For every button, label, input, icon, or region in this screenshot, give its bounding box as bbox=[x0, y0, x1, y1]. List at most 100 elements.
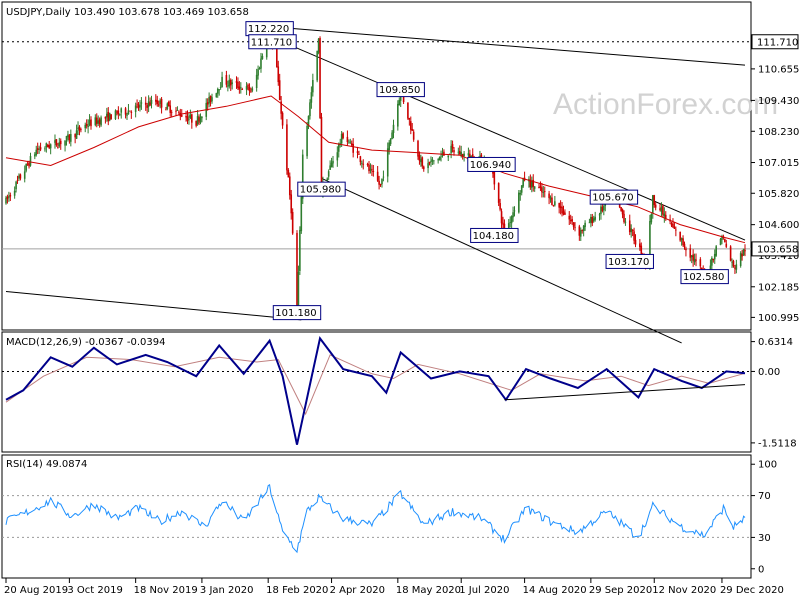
candle-body bbox=[518, 192, 520, 213]
candle-body bbox=[127, 110, 130, 115]
candle-body bbox=[107, 111, 110, 122]
candle-body bbox=[561, 206, 563, 214]
candle-body bbox=[97, 120, 99, 124]
candle-body bbox=[258, 67, 261, 69]
candle-body bbox=[276, 44, 278, 68]
price-label-text: 104.180 bbox=[473, 231, 514, 242]
candle-body bbox=[281, 112, 284, 126]
candle-body bbox=[543, 191, 546, 192]
candle-body bbox=[319, 38, 321, 118]
candle-body bbox=[346, 136, 349, 143]
candle-body bbox=[250, 90, 252, 92]
candle-body bbox=[352, 143, 354, 153]
candle-body bbox=[18, 175, 20, 179]
y-tick-label: 104.600 bbox=[758, 220, 799, 231]
candle-body bbox=[664, 214, 667, 219]
candle-body bbox=[57, 146, 59, 148]
candle-body bbox=[538, 186, 540, 189]
y-tick-label: 0 bbox=[758, 564, 764, 575]
candle-body bbox=[108, 112, 111, 121]
candle-body bbox=[219, 86, 222, 88]
candle-body bbox=[199, 116, 202, 123]
price-level-lines: 111.710 103.658 bbox=[2, 34, 799, 257]
candle-body bbox=[150, 99, 153, 104]
candle-body bbox=[85, 123, 88, 126]
price-trendlines bbox=[5, 26, 746, 344]
x-tick-label: 12 Nov 2020 bbox=[652, 585, 716, 596]
candle-body bbox=[522, 178, 524, 187]
candle-body bbox=[407, 102, 409, 119]
y-tick-label: 109.430 bbox=[758, 96, 799, 107]
candle-body bbox=[216, 88, 219, 94]
candle-body bbox=[48, 145, 51, 149]
candle-body bbox=[497, 183, 500, 203]
candle-body bbox=[38, 148, 40, 150]
price-label-text: 112.220 bbox=[248, 24, 289, 35]
candle-body bbox=[176, 110, 179, 111]
candle-body bbox=[361, 162, 363, 164]
candle-body bbox=[55, 139, 58, 146]
candle-body bbox=[591, 216, 594, 224]
candle-body bbox=[725, 243, 728, 247]
candle-body bbox=[288, 176, 291, 196]
candle-body bbox=[316, 50, 318, 81]
candle-body bbox=[408, 118, 411, 120]
candle-body bbox=[247, 84, 249, 87]
level-price-box bbox=[751, 34, 799, 50]
x-tick-label: 18 Feb 2020 bbox=[266, 585, 328, 596]
candle-body bbox=[280, 101, 282, 114]
candle-body bbox=[6, 196, 9, 199]
candle-body bbox=[58, 142, 61, 147]
y-tick-label: 102.185 bbox=[758, 282, 799, 293]
candle-body bbox=[431, 159, 434, 162]
candle-body bbox=[685, 248, 687, 251]
candle-body bbox=[238, 86, 241, 90]
candle-body bbox=[327, 171, 330, 177]
candle-body bbox=[460, 152, 463, 157]
candle-body bbox=[326, 178, 329, 181]
candle-body bbox=[231, 82, 233, 84]
candle-body bbox=[139, 104, 141, 108]
candle-body bbox=[712, 259, 715, 261]
level-price-box bbox=[751, 241, 799, 257]
candle-body bbox=[189, 115, 192, 118]
candle-body bbox=[218, 89, 221, 91]
candle-body bbox=[261, 55, 264, 59]
candle-body bbox=[25, 163, 27, 171]
candle-body bbox=[562, 211, 565, 215]
candle-body bbox=[120, 108, 123, 113]
price-label-text: 109.850 bbox=[379, 85, 420, 96]
candle-body bbox=[519, 193, 522, 195]
candle-body bbox=[13, 190, 16, 196]
candle-body bbox=[75, 130, 78, 139]
candle-body bbox=[362, 163, 365, 165]
price-label-text: 105.980 bbox=[300, 185, 341, 196]
candle-body bbox=[620, 207, 622, 211]
candle-body bbox=[237, 81, 239, 88]
x-axis: 20 Aug 2019 3 Oct 2019 18 Nov 2019 3 Jan 20… bbox=[4, 578, 784, 596]
candle-body bbox=[541, 187, 543, 193]
candle-body bbox=[653, 195, 656, 206]
candle-body bbox=[427, 163, 429, 169]
candle-body bbox=[551, 197, 553, 205]
candle-body bbox=[299, 229, 301, 271]
candle-body bbox=[378, 180, 380, 185]
candle-body bbox=[84, 124, 87, 129]
level-price-label: 111.710 bbox=[757, 37, 798, 48]
candle-body bbox=[28, 163, 30, 167]
candle-body bbox=[196, 116, 199, 125]
candle-body bbox=[356, 151, 359, 153]
candle-body bbox=[201, 116, 203, 119]
macd-lines bbox=[2, 336, 751, 445]
candle-body bbox=[735, 264, 738, 270]
x-tick-label: 14 Aug 2020 bbox=[523, 585, 587, 596]
candle-body bbox=[533, 186, 536, 189]
candle-body bbox=[379, 183, 382, 186]
candle-body bbox=[421, 157, 424, 167]
price-panel-frame bbox=[1, 1, 752, 331]
candle-body bbox=[301, 154, 304, 199]
price-label-box bbox=[297, 181, 346, 197]
macd-line bbox=[5, 336, 746, 445]
candle-body bbox=[296, 232, 298, 313]
price-label: 102.580 bbox=[680, 269, 729, 285]
